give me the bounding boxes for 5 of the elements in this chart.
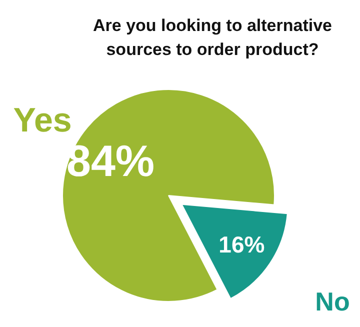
data-label: 16% (218, 232, 265, 258)
chart-title: Are you looking to alternative sources to order product? (93, 16, 332, 59)
data-label: 84% (66, 137, 155, 186)
slice-label: No (315, 286, 350, 316)
slice-label: Yes (13, 102, 72, 140)
